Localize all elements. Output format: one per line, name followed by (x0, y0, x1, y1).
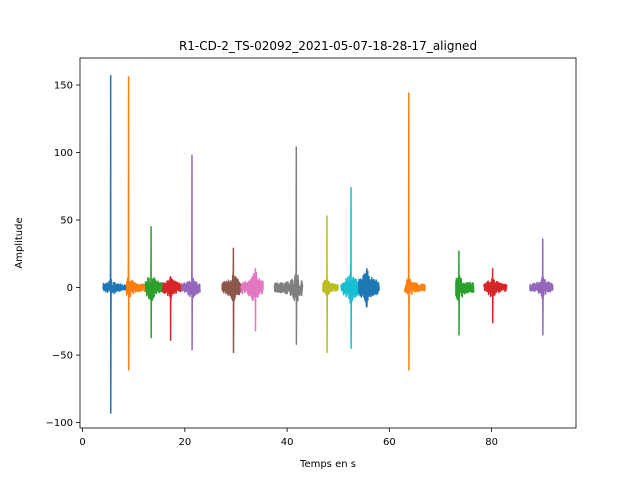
x-axis: 0 20 40 60 80 (79, 428, 498, 448)
series-line (162, 276, 183, 341)
series-line (340, 186, 362, 350)
series-line (181, 154, 201, 351)
x-tick-label: 40 (281, 437, 294, 448)
x-tick-label: 60 (383, 437, 396, 448)
x-tick-label: 20 (178, 437, 191, 448)
y-tick-label: 0 (67, 283, 73, 294)
y-tick-label: 100 (54, 148, 73, 159)
series-line (483, 267, 508, 324)
y-tick-label: −100 (46, 418, 73, 429)
plot-frame (79, 57, 577, 429)
plot-area (80, 58, 576, 428)
series-line (455, 250, 475, 336)
chart-title: R1-CD-2_TS-02092_2021-05-07-18-28-17_ali… (179, 39, 477, 53)
series-line (403, 92, 426, 371)
y-tick-label: 150 (54, 81, 73, 92)
x-axis-label: Temps en s (299, 459, 356, 470)
y-axis-label: Amplitude (14, 217, 25, 268)
y-tick-label: 50 (60, 216, 73, 227)
series-line (144, 226, 164, 339)
series-line (529, 238, 554, 336)
series-line (102, 74, 128, 414)
series-line (125, 76, 147, 371)
x-tick-label: 80 (485, 437, 498, 448)
y-tick-label: −50 (52, 351, 73, 362)
series-line (357, 267, 380, 308)
x-tick-label: 0 (79, 437, 85, 448)
series-line (273, 146, 304, 346)
y-axis: −100 −50 0 50 100 150 (46, 81, 80, 429)
series-layer (102, 74, 554, 414)
series-line (221, 247, 242, 354)
series-line (322, 215, 339, 354)
series-line (240, 267, 264, 332)
